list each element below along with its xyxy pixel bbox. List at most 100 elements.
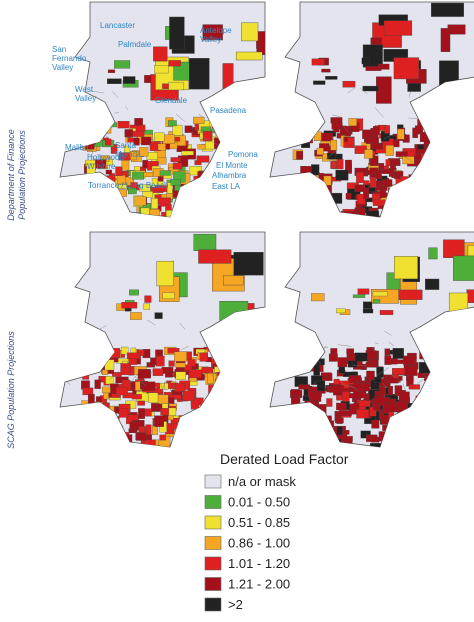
- patch: [203, 405, 210, 416]
- patch: [421, 423, 430, 435]
- patch: [297, 118, 306, 124]
- place-label-line: Santa: [115, 141, 136, 150]
- patch: [157, 143, 166, 151]
- patch: [184, 415, 195, 420]
- patch: [88, 421, 102, 430]
- patch: [396, 128, 405, 140]
- patch: [203, 404, 214, 410]
- boundary: [422, 331, 429, 341]
- patch: [440, 28, 451, 52]
- patch: [149, 209, 160, 217]
- place-label: Lancaster: [100, 21, 135, 30]
- patch: [165, 371, 173, 378]
- patch: [188, 369, 202, 379]
- patch: [292, 174, 302, 181]
- patch: [194, 435, 203, 447]
- patch: [447, 24, 466, 35]
- patch: [86, 356, 95, 365]
- patch: [90, 401, 103, 411]
- patch: [402, 439, 410, 446]
- place-label-line: Valley: [200, 35, 221, 44]
- patch: [453, 255, 474, 281]
- patch: [154, 185, 167, 192]
- patch: [310, 213, 319, 217]
- patch: [86, 348, 96, 359]
- patch: [301, 178, 315, 189]
- place-label-line: Torrance / Long Beach: [88, 181, 169, 190]
- patch: [295, 206, 302, 215]
- map-panel: [269, 231, 474, 448]
- place-label: Palmdale: [118, 40, 152, 49]
- boundary: [66, 124, 70, 132]
- patch: [394, 256, 418, 280]
- place-label: San Fernando Valley: [52, 45, 87, 72]
- patch: [360, 430, 371, 439]
- patch: [342, 80, 356, 88]
- patch: [425, 278, 440, 290]
- patch: [290, 389, 300, 396]
- patch: [291, 349, 302, 356]
- patch: [402, 156, 415, 165]
- boundary: [222, 340, 232, 343]
- boundary: [108, 348, 113, 351]
- patch: [301, 175, 310, 181]
- patch: [198, 411, 208, 418]
- patch: [333, 378, 340, 385]
- patch: [208, 197, 216, 206]
- patch: [310, 178, 321, 185]
- patch: [79, 208, 88, 215]
- patch: [431, 2, 464, 17]
- patch: [110, 425, 123, 434]
- patch: [301, 166, 312, 177]
- patch: [217, 360, 227, 369]
- patch: [202, 403, 214, 413]
- patch: [372, 126, 380, 135]
- patch: [290, 367, 302, 372]
- patch: [215, 350, 222, 358]
- patch: [142, 381, 156, 391]
- legend-swatch: [204, 556, 222, 571]
- patch: [223, 275, 244, 286]
- boundary: [351, 364, 367, 367]
- patch: [213, 348, 224, 359]
- patch: [87, 192, 96, 202]
- patch: [403, 355, 416, 365]
- patch: [199, 198, 208, 206]
- patch: [373, 403, 380, 411]
- patch: [330, 117, 343, 124]
- patch: [177, 200, 189, 206]
- patch: [89, 408, 102, 413]
- boundary: [225, 326, 236, 332]
- patch: [428, 247, 438, 260]
- patch: [374, 376, 382, 383]
- patch: [392, 368, 406, 375]
- boundary: [324, 158, 338, 162]
- patch: [303, 419, 310, 426]
- patch: [425, 124, 437, 133]
- patch: [202, 181, 211, 188]
- boundary: [108, 370, 120, 381]
- patch: [316, 200, 327, 206]
- patch: [315, 438, 325, 445]
- place-label: Glendale: [155, 96, 188, 105]
- patch: [370, 177, 377, 188]
- patch: [184, 125, 193, 133]
- patch: [384, 125, 390, 134]
- boundary: [349, 384, 359, 392]
- patch: [147, 216, 154, 217]
- patch: [85, 159, 96, 165]
- patch: [86, 410, 99, 419]
- patch: [418, 408, 427, 418]
- patch: [120, 346, 129, 355]
- patch: [84, 360, 92, 371]
- boundary: [246, 368, 257, 377]
- patch: [201, 198, 213, 209]
- place-label-line: Hollywood-: [87, 153, 127, 162]
- boundary: [384, 330, 392, 336]
- place-label-line: Valley: [52, 63, 73, 72]
- boundary: [222, 103, 237, 106]
- patch: [314, 131, 322, 142]
- patch: [157, 176, 164, 182]
- patch: [352, 294, 366, 298]
- patch: [154, 382, 161, 388]
